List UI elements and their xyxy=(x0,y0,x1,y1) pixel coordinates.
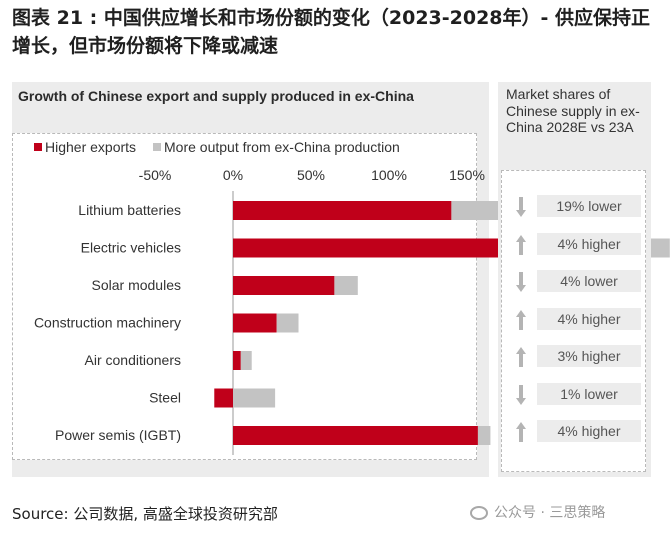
arrow-up-icon xyxy=(516,347,526,367)
bar-more-output xyxy=(477,426,491,445)
arrow-up-icon xyxy=(516,422,526,442)
bar-higher-exports xyxy=(233,276,335,295)
category-label: Electric vehicles xyxy=(81,240,181,256)
legend-swatch xyxy=(153,143,161,151)
market-share-value: 4% higher xyxy=(537,232,641,255)
market-share-value: 1% lower xyxy=(537,382,641,405)
market-share-row: 4% higher xyxy=(502,418,647,444)
category-label: Solar modules xyxy=(92,277,182,293)
x-tick-label: 150% xyxy=(449,167,485,183)
market-share-row: 4% higher xyxy=(502,231,647,257)
figure-heading: 图表 21 : 中国供应增长和市场份额的变化（2023-2028年）- 供应保持… xyxy=(12,7,651,57)
bar-higher-exports xyxy=(214,388,233,408)
market-share-title: Market shares of Chinese supply in ex-Ch… xyxy=(506,86,640,135)
category-label: Construction machinery xyxy=(34,315,181,331)
category-label: Air conditioners xyxy=(85,352,182,368)
x-tick-label: -50% xyxy=(139,167,172,183)
x-tick-label: 0% xyxy=(223,167,243,183)
wechat-icon xyxy=(470,506,488,520)
market-share-row: 3% higher xyxy=(502,343,647,369)
bar-higher-exports xyxy=(233,238,506,258)
bar-more-output xyxy=(233,388,276,408)
market-share-row: 1% lower xyxy=(502,381,647,407)
bar-more-output xyxy=(276,313,299,333)
market-share-value: 4% higher xyxy=(537,420,641,442)
arrow-up-icon xyxy=(516,309,526,330)
legend-label: More output from ex-China production xyxy=(164,139,400,155)
bar-more-output xyxy=(334,276,358,295)
x-tick-label: 100% xyxy=(371,167,407,183)
market-share-row: 4% lower xyxy=(502,268,647,294)
arrow-up-icon xyxy=(516,234,526,255)
market-share-value: 19% lower xyxy=(537,195,641,217)
bar-higher-exports xyxy=(233,313,277,333)
watermark-text: 公众号 · 三思策略 xyxy=(494,505,606,521)
bar-higher-exports xyxy=(233,351,241,370)
category-label: Steel xyxy=(149,390,181,406)
category-label: Power semis (IGBT) xyxy=(55,427,181,443)
legend-swatch xyxy=(34,143,42,151)
arrow-down-icon xyxy=(516,272,526,292)
watermark: 公众号 · 三思策略 xyxy=(470,502,605,522)
market-share-row: 4% higher xyxy=(502,306,647,332)
legend-label: Higher exports xyxy=(45,139,136,155)
market-share-value: 3% higher xyxy=(537,345,641,367)
market-share-list: 19% lower 4% higher 4% lower 4% higher 3% hi… xyxy=(501,170,646,472)
x-tick-label: 50% xyxy=(297,167,325,183)
bar-higher-exports xyxy=(233,426,478,445)
market-share-row: 19% lower xyxy=(502,193,647,219)
arrow-down-icon xyxy=(516,384,526,405)
chart-title: Growth of Chinese export and supply prod… xyxy=(18,88,414,104)
arrow-down-icon xyxy=(516,197,526,217)
category-label: Lithium batteries xyxy=(78,202,181,218)
market-share-value: 4% lower xyxy=(537,270,641,292)
source-note: Source: 公司数据, 高盛全球投资研究部 xyxy=(12,505,278,523)
market-share-value: 4% higher xyxy=(537,307,641,330)
bar-more-output xyxy=(240,351,252,370)
bar-higher-exports xyxy=(233,201,452,220)
